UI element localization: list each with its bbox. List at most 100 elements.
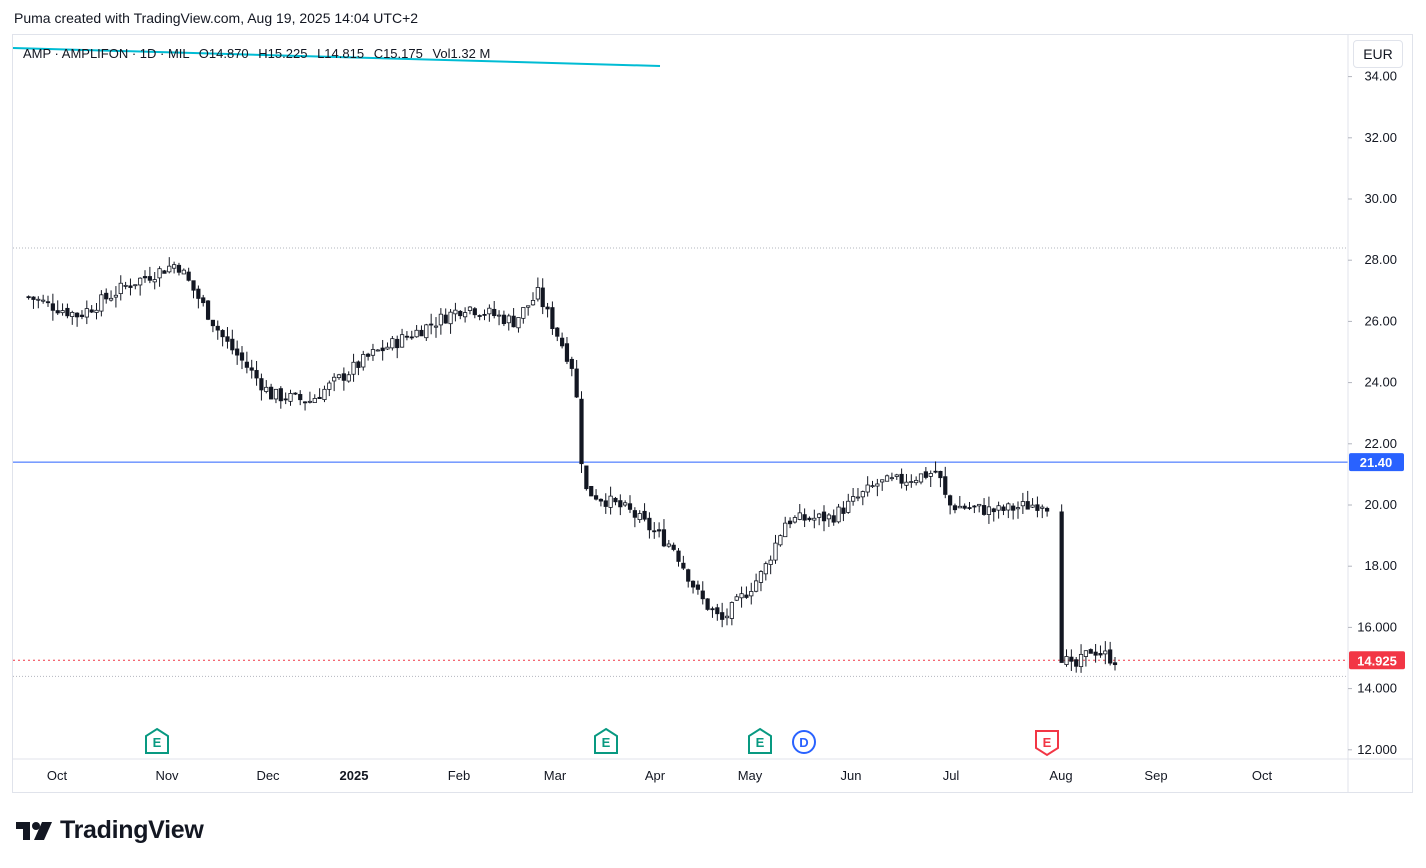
- candle[interactable]: [41, 294, 46, 304]
- candle[interactable]: [598, 498, 604, 507]
- candle[interactable]: [666, 539, 671, 548]
- candle[interactable]: [545, 302, 550, 318]
- candle[interactable]: [1011, 503, 1016, 520]
- candle[interactable]: [322, 385, 327, 403]
- candle[interactable]: [249, 359, 254, 379]
- candle[interactable]: [443, 308, 448, 324]
- candle[interactable]: [734, 593, 739, 601]
- candle[interactable]: [138, 277, 143, 296]
- candle[interactable]: [681, 555, 686, 571]
- candle[interactable]: [409, 330, 414, 340]
- candle[interactable]: [530, 292, 536, 306]
- candle[interactable]: [865, 476, 870, 497]
- candle[interactable]: [438, 308, 443, 335]
- candle[interactable]: [501, 310, 507, 327]
- candle[interactable]: [162, 269, 167, 274]
- candle[interactable]: [826, 513, 831, 527]
- candle[interactable]: [278, 386, 283, 409]
- candle[interactable]: [686, 568, 691, 588]
- candle[interactable]: [191, 280, 196, 299]
- candle[interactable]: [977, 503, 982, 513]
- candle[interactable]: [123, 281, 128, 290]
- candle[interactable]: [1074, 657, 1079, 673]
- candle[interactable]: [632, 507, 637, 528]
- candle[interactable]: [36, 296, 41, 309]
- candle[interactable]: [99, 290, 104, 317]
- candle[interactable]: [492, 300, 497, 319]
- candle[interactable]: [574, 359, 579, 398]
- candle[interactable]: [938, 470, 943, 488]
- candle[interactable]: [225, 327, 230, 349]
- candle[interactable]: [288, 389, 293, 406]
- candle[interactable]: [831, 509, 836, 526]
- candle[interactable]: [366, 352, 371, 361]
- candle[interactable]: [671, 542, 676, 552]
- candle[interactable]: [957, 495, 962, 509]
- trendline[interactable]: [12, 47, 661, 67]
- earnings-event-icon[interactable]: [748, 727, 772, 754]
- candle[interactable]: [787, 517, 793, 529]
- candle[interactable]: [754, 573, 759, 593]
- candle[interactable]: [235, 340, 240, 365]
- candle[interactable]: [390, 335, 395, 351]
- candle[interactable]: [705, 598, 710, 611]
- candle[interactable]: [104, 288, 109, 304]
- candle[interactable]: [1083, 650, 1089, 667]
- candle[interactable]: [477, 314, 482, 321]
- candle[interactable]: [1103, 641, 1108, 665]
- candle[interactable]: [783, 516, 788, 538]
- candle[interactable]: [841, 501, 846, 522]
- candle[interactable]: [1059, 504, 1064, 663]
- candle[interactable]: [220, 329, 225, 347]
- candle[interactable]: [312, 394, 317, 404]
- candle[interactable]: [215, 320, 220, 340]
- candle[interactable]: [695, 580, 701, 595]
- candle[interactable]: [690, 580, 696, 594]
- candle[interactable]: [603, 493, 608, 514]
- candle[interactable]: [128, 278, 133, 296]
- candle[interactable]: [254, 360, 259, 386]
- candle[interactable]: [118, 275, 123, 301]
- candle[interactable]: [715, 603, 720, 621]
- candle[interactable]: [327, 380, 332, 397]
- candle[interactable]: [244, 351, 249, 374]
- candle[interactable]: [264, 380, 269, 394]
- candle[interactable]: [341, 367, 346, 391]
- earnings-event-icon[interactable]: [145, 727, 169, 754]
- candle[interactable]: [792, 515, 798, 524]
- candle[interactable]: [1030, 498, 1035, 509]
- candle[interactable]: [152, 271, 157, 290]
- candle[interactable]: [763, 561, 768, 581]
- candle[interactable]: [579, 391, 584, 473]
- candle[interactable]: [928, 470, 933, 487]
- candle[interactable]: [1069, 649, 1074, 672]
- candle[interactable]: [875, 478, 880, 497]
- candle[interactable]: [846, 493, 851, 514]
- candle[interactable]: [157, 266, 162, 287]
- candle[interactable]: [482, 309, 487, 321]
- candle[interactable]: [181, 268, 186, 275]
- candle[interactable]: [652, 522, 657, 539]
- candle[interactable]: [453, 302, 458, 322]
- candle[interactable]: [851, 488, 856, 506]
- candle[interactable]: [176, 262, 182, 276]
- candle[interactable]: [65, 303, 70, 319]
- candle[interactable]: [1006, 502, 1011, 519]
- candle[interactable]: [1064, 649, 1069, 667]
- candle[interactable]: [889, 472, 895, 482]
- candle[interactable]: [1093, 644, 1098, 663]
- candle[interactable]: [50, 293, 55, 321]
- candle[interactable]: [676, 548, 681, 567]
- candle[interactable]: [933, 461, 938, 474]
- candle[interactable]: [273, 388, 279, 404]
- candle[interactable]: [424, 323, 429, 341]
- candle[interactable]: [1108, 641, 1113, 666]
- candle[interactable]: [710, 606, 715, 618]
- candle[interactable]: [487, 304, 492, 322]
- candle[interactable]: [797, 504, 802, 521]
- candle[interactable]: [472, 307, 477, 319]
- candle[interactable]: [627, 495, 633, 514]
- candle[interactable]: [351, 353, 356, 382]
- candle[interactable]: [773, 534, 778, 564]
